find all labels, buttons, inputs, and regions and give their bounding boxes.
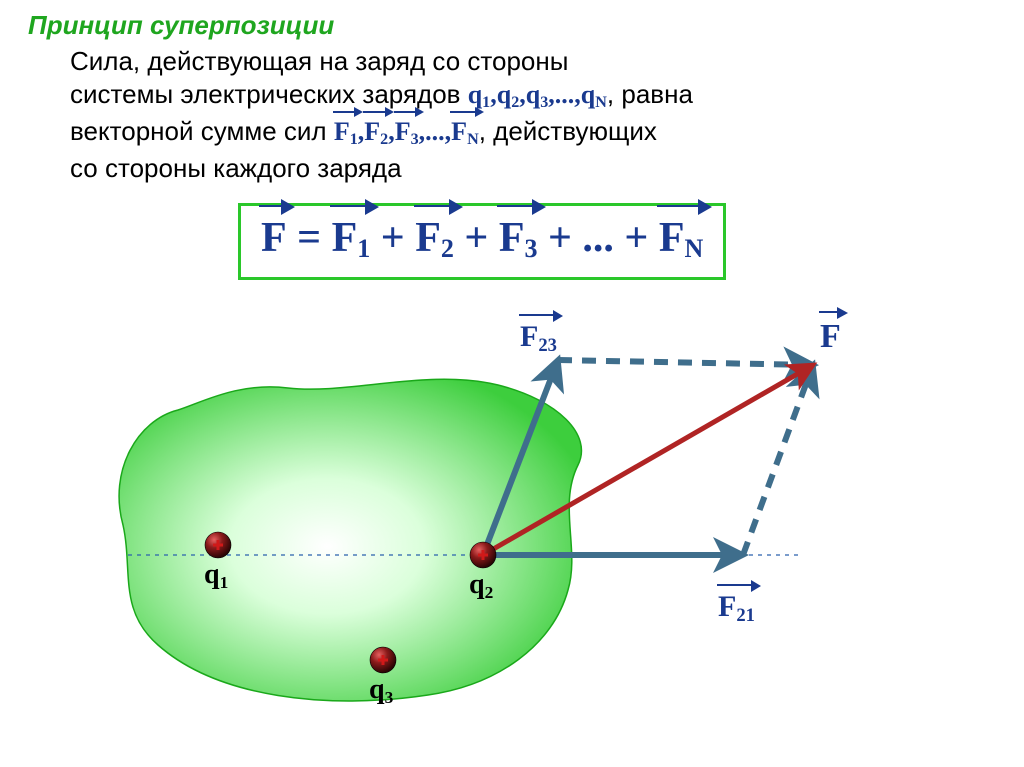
text-frag: системы электрических зарядов [70, 79, 468, 109]
text-frag: , действующих [479, 116, 657, 146]
formula-F3: F3 [499, 214, 538, 267]
diagram-label: q1 [204, 559, 228, 595]
charge-sym: q1 [468, 80, 491, 109]
formula-F1: F1 [332, 214, 371, 267]
formula-eq: = [287, 215, 332, 261]
text-frag: со стороны каждого заряда [70, 153, 402, 183]
formula-plus: + [454, 215, 499, 261]
formula-FN: FN [659, 214, 703, 267]
force-sym: F2 [364, 116, 388, 152]
diagram-svg [28, 290, 988, 720]
text-frag: Сила, действующая на заряд со стороны [70, 46, 568, 76]
diagram-label: F21 [718, 590, 755, 629]
diagram-label: q3 [369, 674, 393, 710]
diagram-label: q2 [469, 569, 493, 605]
force-sym: FN [451, 116, 479, 152]
text-frag: , равна [607, 79, 693, 109]
sep: ,..., [419, 117, 452, 146]
formula-box: F = F1 + F2 + F3 + ... + FN [238, 203, 726, 280]
formula-F: F [261, 214, 287, 262]
sep: ,..., [548, 80, 581, 109]
definition-text: Сила, действующая на заряд со стороны си… [70, 45, 996, 185]
superposition-diagram: q1 q2 q3 F23 F F21 [28, 290, 988, 720]
charge-sym: qN [581, 80, 607, 109]
formula-ell: + ... + [537, 215, 658, 261]
page-title: Принцип суперпозиции [28, 10, 996, 41]
force-sym: F3 [395, 116, 419, 152]
formula-F2: F2 [415, 214, 454, 267]
charge-sym: q3 [526, 80, 549, 109]
diagram-label: F [820, 318, 841, 356]
diagram-label: F23 [520, 320, 557, 359]
formula-plus: + [370, 215, 415, 261]
text-frag: векторной сумме сил [70, 116, 334, 146]
charge-sym: q2 [497, 80, 520, 109]
force-sym: F1 [334, 116, 358, 152]
